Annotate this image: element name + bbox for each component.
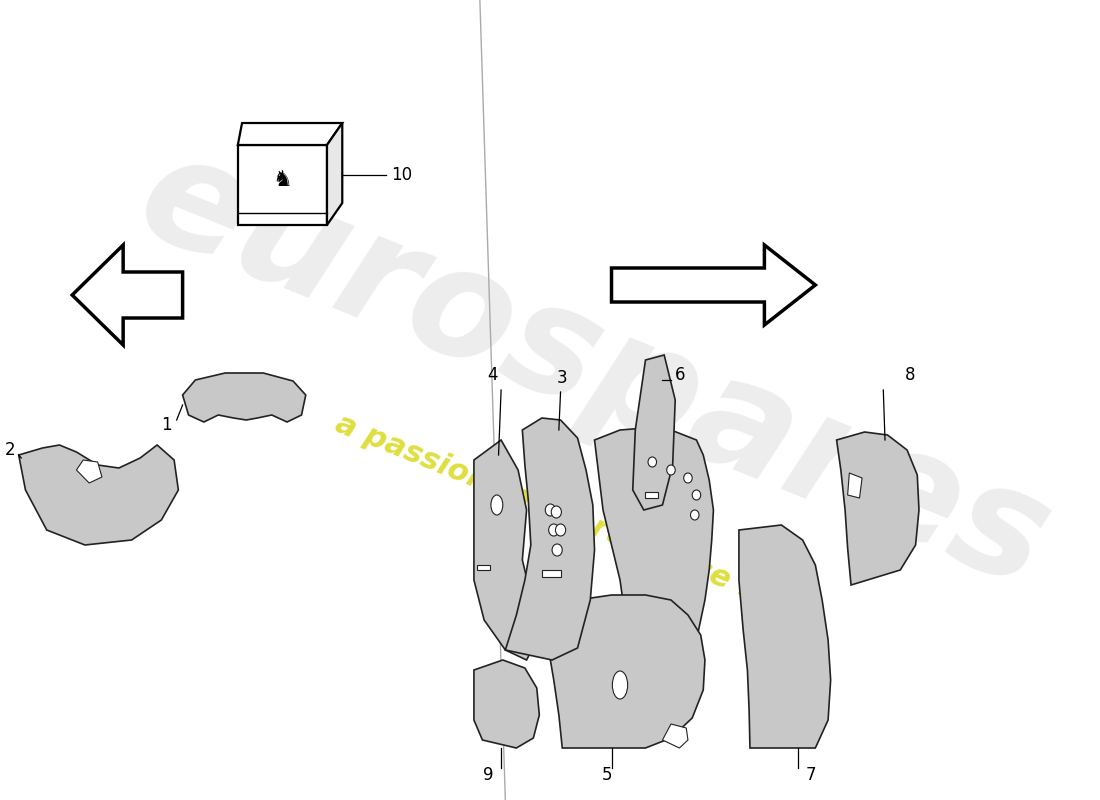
Polygon shape bbox=[662, 724, 688, 748]
Polygon shape bbox=[594, 428, 714, 660]
Circle shape bbox=[648, 457, 657, 467]
Text: 3: 3 bbox=[557, 369, 568, 387]
Polygon shape bbox=[612, 245, 815, 325]
Circle shape bbox=[692, 490, 701, 500]
Polygon shape bbox=[739, 525, 830, 748]
Circle shape bbox=[552, 544, 562, 556]
Polygon shape bbox=[474, 660, 539, 748]
Text: eurospares: eurospares bbox=[119, 120, 1070, 620]
Circle shape bbox=[691, 510, 698, 520]
Text: 10: 10 bbox=[390, 166, 411, 184]
Polygon shape bbox=[474, 440, 539, 660]
Polygon shape bbox=[73, 245, 183, 345]
Polygon shape bbox=[76, 460, 102, 483]
Bar bbox=[542, 570, 561, 577]
Circle shape bbox=[551, 506, 561, 518]
Text: 2: 2 bbox=[4, 441, 15, 459]
Polygon shape bbox=[19, 445, 178, 545]
Text: 8: 8 bbox=[905, 366, 915, 384]
Text: a passion for parts since 1985: a passion for parts since 1985 bbox=[331, 410, 824, 630]
Circle shape bbox=[546, 504, 556, 516]
Text: ♞: ♞ bbox=[272, 170, 292, 190]
Bar bbox=[646, 492, 658, 498]
Polygon shape bbox=[505, 418, 594, 660]
Text: 9: 9 bbox=[483, 766, 494, 784]
Text: 4: 4 bbox=[487, 366, 498, 384]
Polygon shape bbox=[543, 595, 705, 748]
Circle shape bbox=[556, 524, 565, 536]
Text: 7: 7 bbox=[806, 766, 816, 784]
Polygon shape bbox=[238, 145, 327, 225]
Polygon shape bbox=[183, 373, 306, 422]
Polygon shape bbox=[848, 473, 862, 498]
Circle shape bbox=[667, 465, 675, 475]
Circle shape bbox=[684, 473, 692, 483]
Text: 1: 1 bbox=[161, 416, 172, 434]
Polygon shape bbox=[327, 123, 342, 225]
Bar bbox=[477, 565, 491, 570]
Polygon shape bbox=[238, 123, 342, 145]
Ellipse shape bbox=[491, 495, 503, 515]
Ellipse shape bbox=[613, 671, 628, 699]
Polygon shape bbox=[632, 355, 675, 510]
Text: 6: 6 bbox=[675, 366, 685, 384]
Polygon shape bbox=[837, 432, 918, 585]
Circle shape bbox=[549, 524, 559, 536]
Text: 5: 5 bbox=[602, 766, 613, 784]
